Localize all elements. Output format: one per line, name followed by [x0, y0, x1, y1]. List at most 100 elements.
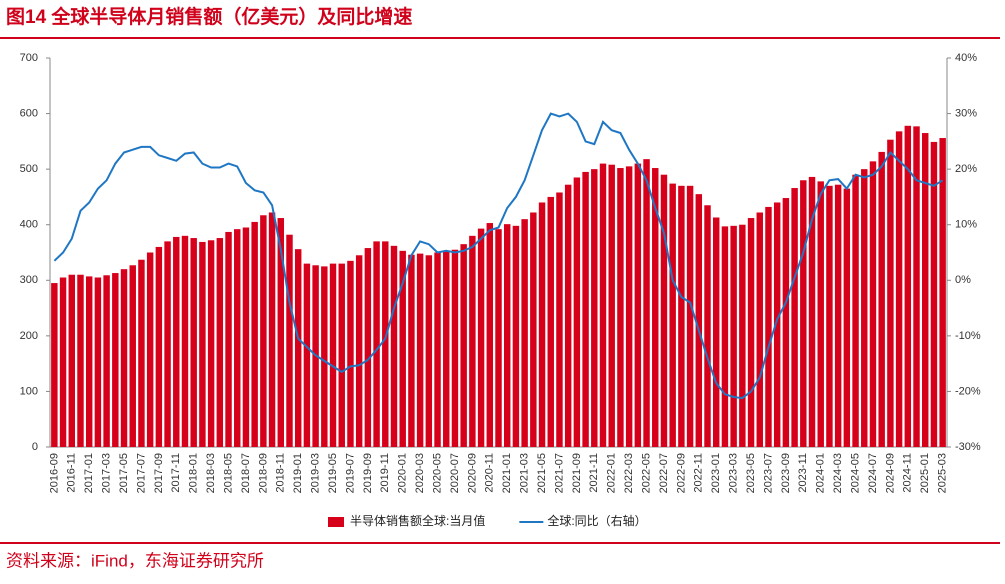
x-tick-label: 2019-07	[344, 453, 356, 493]
x-tick-label: 2017-11	[170, 453, 182, 493]
bar	[408, 254, 415, 447]
bar	[286, 234, 293, 447]
bar	[138, 259, 145, 447]
x-tick-label: 2021-09	[571, 453, 583, 493]
y2-tick-label: -20%	[955, 385, 981, 397]
bar	[443, 251, 450, 447]
bar	[521, 219, 528, 447]
bar	[721, 226, 729, 447]
y-tick-label: 400	[20, 219, 38, 231]
bar	[155, 246, 163, 447]
bar	[199, 241, 206, 447]
y2-tick-label: -10%	[955, 330, 981, 342]
bar	[251, 221, 258, 447]
bar	[625, 166, 633, 447]
x-tick-label: 2023-05	[745, 453, 757, 493]
y-tick-label: 600	[20, 107, 38, 119]
bar	[834, 184, 842, 447]
x-tick-label: 2024-03	[832, 453, 844, 493]
x-tick-label: 2024-01	[815, 453, 827, 493]
bar	[887, 139, 894, 447]
bar	[277, 218, 285, 447]
bar	[930, 141, 938, 448]
x-tick-label: 2016-11	[66, 453, 78, 493]
x-tick-label: 2018-09	[257, 453, 269, 493]
bar	[678, 185, 685, 448]
x-tick-label: 2017-05	[118, 453, 130, 493]
bar	[573, 177, 581, 447]
bar	[913, 126, 920, 448]
bar	[94, 277, 102, 447]
bar	[503, 224, 511, 447]
bar	[869, 161, 877, 447]
bar	[242, 227, 250, 447]
bar	[791, 188, 798, 447]
x-tick-label: 2025-01	[919, 453, 931, 493]
bar	[260, 215, 267, 447]
bar	[225, 231, 232, 447]
chart-title: 图14 全球半导体月销售额（亿美元）及同比增速	[6, 5, 412, 28]
bar	[303, 263, 311, 447]
x-tick-label: 2021-03	[519, 453, 531, 493]
x-tick-label: 2019-05	[327, 453, 339, 493]
bar	[103, 275, 110, 447]
bar	[294, 249, 302, 447]
bar	[77, 274, 84, 447]
x-tick-label: 2018-03	[205, 453, 217, 493]
bar	[765, 206, 772, 447]
source: 资料来源：iFind，东海证券研究所	[6, 551, 264, 570]
x-tick-label: 2022-09	[675, 453, 687, 493]
x-tick-label: 2023-01	[710, 453, 722, 493]
legend-label: 全球:同比（右轴）	[547, 513, 646, 528]
x-tick-label: 2018-07	[240, 453, 252, 493]
bar	[878, 151, 885, 447]
x-tick-label: 2024-07	[867, 453, 879, 493]
x-tick-label: 2019-09	[362, 453, 374, 493]
y2-tick-label: 0%	[955, 274, 971, 286]
bar	[599, 163, 607, 448]
bar	[538, 202, 546, 447]
bar	[190, 238, 197, 447]
bar	[68, 274, 75, 447]
bar	[451, 249, 459, 447]
y2-tick-label: -30%	[955, 441, 981, 453]
bar	[773, 202, 781, 447]
bar	[852, 174, 859, 447]
bar	[608, 164, 615, 447]
bar	[120, 269, 128, 447]
x-tick-label: 2025-03	[937, 453, 949, 493]
x-tick-label: 2022-11	[693, 453, 705, 493]
bar	[146, 252, 154, 447]
bar	[486, 223, 494, 447]
bar	[173, 236, 180, 447]
bar	[347, 260, 354, 447]
bar	[51, 283, 58, 447]
x-tick-label: 2020-09	[466, 453, 478, 493]
bar	[477, 228, 485, 447]
y2-tick-label: 30%	[955, 107, 977, 119]
bar	[390, 245, 398, 447]
bar	[181, 235, 189, 447]
bar	[660, 174, 668, 447]
x-tick-label: 2020-03	[414, 453, 426, 493]
bar	[547, 196, 554, 447]
bar	[373, 241, 380, 447]
bar	[617, 168, 624, 447]
bar	[469, 235, 476, 447]
bar	[425, 255, 433, 447]
bar	[800, 180, 807, 447]
bar	[782, 198, 790, 447]
x-tick-label: 2018-01	[188, 453, 200, 493]
bar	[730, 225, 737, 447]
x-tick-label: 2022-03	[623, 453, 635, 493]
bar	[564, 184, 572, 447]
x-tick-label: 2018-11	[275, 453, 287, 493]
x-tick-label: 2021-01	[501, 453, 513, 493]
x-tick-label: 2021-05	[536, 453, 548, 493]
bar	[591, 169, 598, 447]
bar	[695, 194, 703, 447]
source-rule	[0, 542, 1000, 544]
x-tick-label: 2022-07	[658, 453, 670, 493]
bar	[416, 253, 424, 447]
